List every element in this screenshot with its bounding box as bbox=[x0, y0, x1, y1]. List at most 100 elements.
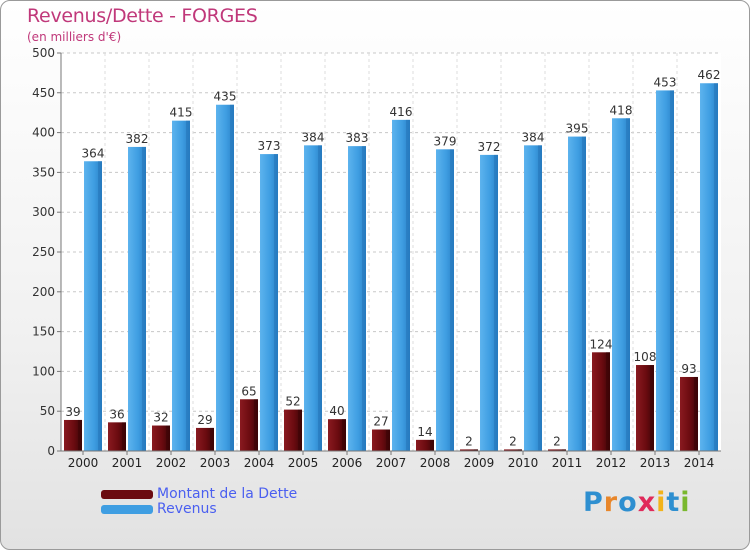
bar-dette bbox=[328, 419, 346, 451]
bar-dette bbox=[636, 365, 654, 451]
data-label-revenus: 373 bbox=[258, 139, 281, 153]
data-label-revenus: 435 bbox=[214, 90, 237, 104]
bar-dette bbox=[416, 439, 434, 451]
y-tick-label: 250 bbox=[32, 245, 55, 259]
bar-revenus-shade bbox=[538, 145, 542, 451]
bar-revenus-shade bbox=[450, 149, 454, 452]
bar-revenus bbox=[84, 161, 102, 452]
bar-dette bbox=[64, 419, 82, 451]
bar-dette-shade bbox=[78, 419, 82, 451]
logo-letter: i bbox=[680, 487, 691, 518]
bar-dette bbox=[372, 429, 390, 451]
data-label-dette: 93 bbox=[681, 362, 696, 376]
data-label-revenus: 372 bbox=[478, 140, 501, 154]
x-tick-label: 2007 bbox=[376, 456, 407, 470]
bar-revenus-shade bbox=[494, 154, 498, 451]
x-tick-label: 2013 bbox=[640, 456, 671, 470]
data-label-dette: 2 bbox=[553, 434, 561, 448]
x-tick-label: 2005 bbox=[288, 456, 319, 470]
bar-revenus-shade bbox=[98, 161, 102, 452]
y-tick-label: 200 bbox=[32, 285, 55, 299]
x-tick-label: 2008 bbox=[420, 456, 451, 470]
logo-letter: P bbox=[583, 487, 604, 518]
data-label-revenus: 418 bbox=[610, 103, 633, 117]
x-tick-label: 2004 bbox=[244, 456, 275, 470]
data-label-dette: 27 bbox=[373, 415, 388, 429]
x-tick-label: 2006 bbox=[332, 456, 363, 470]
bar-dette-shade bbox=[650, 365, 654, 451]
chart-subtitle: (en milliers d'€) bbox=[27, 30, 122, 44]
data-label-dette: 108 bbox=[634, 350, 657, 364]
data-label-dette: 14 bbox=[417, 425, 432, 439]
bar-revenus-shade bbox=[714, 83, 718, 452]
legend-label-dette: Montant de la Dette bbox=[157, 486, 298, 502]
x-tick-label: 2003 bbox=[200, 456, 231, 470]
data-label-revenus: 364 bbox=[82, 146, 105, 160]
logo-letter: i bbox=[656, 487, 667, 518]
data-label-revenus: 383 bbox=[346, 131, 369, 145]
x-tick-label: 2002 bbox=[156, 456, 187, 470]
data-label-dette: 40 bbox=[329, 404, 344, 418]
bar-dette-shade bbox=[386, 429, 390, 451]
data-label-dette: 39 bbox=[65, 405, 80, 419]
bar-dette-shade bbox=[694, 376, 698, 451]
x-tick-label: 2000 bbox=[68, 456, 99, 470]
bar-dette bbox=[592, 352, 610, 451]
data-label-dette: 36 bbox=[109, 407, 124, 421]
bar-revenus bbox=[260, 154, 278, 452]
bar-revenus-shade bbox=[362, 146, 366, 451]
bar-revenus bbox=[480, 154, 498, 451]
y-tick-label: 450 bbox=[32, 86, 55, 100]
bar-dette-shade bbox=[474, 449, 478, 451]
bar-revenus bbox=[656, 90, 674, 452]
y-tick-label: 300 bbox=[32, 205, 55, 219]
bar-dette bbox=[680, 376, 698, 451]
bar-dette-shade bbox=[122, 422, 126, 451]
data-label-revenus: 462 bbox=[698, 68, 721, 82]
bar-revenus bbox=[392, 119, 410, 451]
data-label-dette: 65 bbox=[241, 384, 256, 398]
data-label-dette: 52 bbox=[285, 395, 300, 409]
bar-dette bbox=[108, 422, 126, 451]
logo-letter: r bbox=[603, 487, 619, 518]
data-label-dette: 29 bbox=[197, 413, 212, 427]
bar-dette bbox=[284, 409, 302, 451]
data-label-dette: 32 bbox=[153, 411, 168, 425]
bar-revenus bbox=[436, 149, 454, 452]
bar-revenus-shade bbox=[142, 146, 146, 452]
bar-revenus bbox=[172, 120, 190, 451]
legend-label-revenus: Revenus bbox=[157, 501, 217, 517]
data-label-revenus: 384 bbox=[302, 130, 325, 144]
bar-revenus bbox=[216, 104, 234, 452]
data-label-revenus: 395 bbox=[566, 122, 589, 136]
bar-revenus bbox=[612, 118, 630, 451]
x-tick-label: 2014 bbox=[684, 456, 715, 470]
bar-revenus bbox=[304, 145, 322, 451]
bar-dette-shade bbox=[606, 352, 610, 451]
data-label-revenus: 453 bbox=[654, 75, 677, 89]
bar-revenus-shade bbox=[626, 118, 630, 451]
data-label-revenus: 379 bbox=[434, 134, 457, 148]
data-label-revenus: 415 bbox=[170, 106, 193, 120]
y-tick-label: 500 bbox=[32, 46, 55, 60]
bar-dette bbox=[504, 449, 522, 451]
bar-dette-shade bbox=[518, 449, 522, 451]
logo-letter: t bbox=[666, 487, 681, 518]
x-tick-label: 2001 bbox=[112, 456, 143, 470]
y-tick-label: 350 bbox=[32, 165, 55, 179]
bar-dette bbox=[548, 449, 566, 451]
data-label-dette: 2 bbox=[509, 434, 517, 448]
bar-dette-shade bbox=[562, 449, 566, 451]
x-tick-label: 2012 bbox=[596, 456, 627, 470]
bar-dette-shade bbox=[342, 419, 346, 451]
bar-dette-shade bbox=[298, 409, 302, 451]
bar-dette-shade bbox=[430, 439, 434, 451]
data-label-revenus: 384 bbox=[522, 130, 545, 144]
bar-revenus-shade bbox=[318, 145, 322, 451]
logo-letter: x bbox=[637, 487, 657, 518]
y-tick-label: 50 bbox=[40, 404, 55, 418]
y-tick-label: 0 bbox=[47, 444, 55, 458]
x-tick-label: 2011 bbox=[552, 456, 583, 470]
logo-letter: o bbox=[618, 487, 638, 518]
